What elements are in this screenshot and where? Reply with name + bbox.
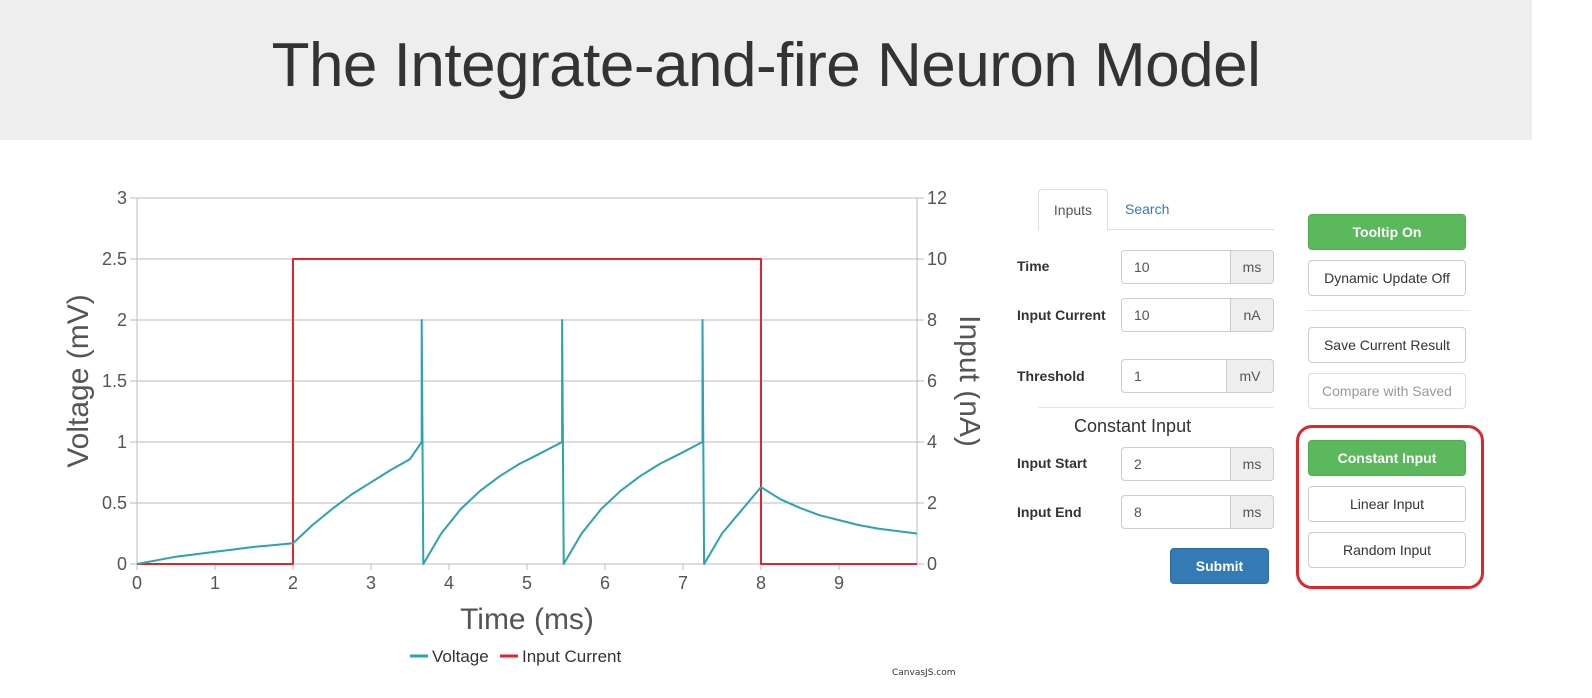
input-start-unit: ms <box>1231 447 1274 481</box>
input-start-input[interactable]: 2 <box>1121 447 1231 481</box>
time-unit: ms <box>1231 250 1274 284</box>
legend-label-current: Input Current <box>522 647 621 666</box>
threshold-input[interactable]: 1 <box>1121 359 1227 393</box>
y-tick-label: 3 <box>117 188 127 208</box>
y2-tick-label: 0 <box>927 554 937 574</box>
section-title: Constant Input <box>1074 416 1192 436</box>
compare-saved-button[interactable]: Compare with Saved <box>1308 373 1466 409</box>
voltage-line <box>136 319 918 565</box>
controls-divider <box>1306 310 1470 311</box>
y-tick-label: 0 <box>117 554 127 574</box>
y2-tick-label: 6 <box>927 371 937 391</box>
input-end-group: 8 ms <box>1121 495 1274 529</box>
input-end-unit: ms <box>1231 495 1274 529</box>
time-input[interactable]: 10 <box>1121 250 1231 284</box>
linear-input-button[interactable]: Linear Input <box>1308 486 1466 522</box>
x-tick-label: 6 <box>600 573 610 593</box>
y2-tick-label: 4 <box>927 432 937 452</box>
threshold-unit: mV <box>1227 359 1274 393</box>
input-start-label: Input Start <box>1017 455 1087 471</box>
input-start-group: 2 ms <box>1121 447 1274 481</box>
chart-credit[interactable]: CanvasJS.com <box>892 668 956 678</box>
x-tick-label: 3 <box>366 573 376 593</box>
x-tick-label: 9 <box>834 573 844 593</box>
x-tick-label: 4 <box>444 573 454 593</box>
x-axis-title: Time (ms) <box>460 603 594 636</box>
y2-tick-label: 2 <box>927 493 937 513</box>
input-end-input[interactable]: 8 <box>1121 495 1231 529</box>
y-tick-label: 1 <box>117 432 127 452</box>
y-tick-label: 2.5 <box>102 249 127 269</box>
tab-search[interactable]: Search <box>1125 201 1170 217</box>
x-tick-label: 1 <box>210 573 220 593</box>
x-tick-label: 5 <box>522 573 532 593</box>
y-tick-label: 0.5 <box>102 493 127 513</box>
input-current-input[interactable]: 10 <box>1121 298 1231 332</box>
page-title: The Integrate-and-fire Neuron Model <box>271 31 1261 100</box>
tooltip-toggle-button[interactable]: Tooltip On <box>1308 214 1466 250</box>
time-input-group: 10 ms <box>1121 250 1274 284</box>
highlight-box <box>1296 425 1484 589</box>
x-tick-label: 0 <box>132 573 142 593</box>
constant-input-button[interactable]: Constant Input <box>1308 440 1466 476</box>
input-current-group: 10 nA <box>1121 298 1274 332</box>
y-axis-title: Voltage (mV) <box>62 294 95 467</box>
input-current-label: Input Current <box>1017 307 1106 323</box>
y2-tick-label: 8 <box>927 310 937 330</box>
y-tick-label: 1.5 <box>102 371 127 391</box>
input-current-unit: nA <box>1231 298 1274 332</box>
tab-bar: Inputs Search <box>1038 189 1274 231</box>
random-input-button[interactable]: Random Input <box>1308 532 1466 568</box>
y2-tick-label: 10 <box>927 249 947 269</box>
dynamic-update-button[interactable]: Dynamic Update Off <box>1308 260 1466 296</box>
neuron-chart[interactable]: 0 0.5 1 1.5 2 2.5 3 0 2 4 6 8 10 12 0 1 2 3 4 5 6 7 8 9 Time (ms… <box>50 170 980 690</box>
input-end-label: Input End <box>1017 504 1082 520</box>
input-current-line <box>137 258 917 565</box>
y2-axis-title: Input (nA) <box>953 315 980 447</box>
page-header: The Integrate-and-fire Neuron Model <box>0 0 1532 140</box>
threshold-label: Threshold <box>1017 368 1085 384</box>
x-tick-label: 8 <box>756 573 766 593</box>
x-tick-label: 2 <box>288 573 298 593</box>
time-label: Time <box>1017 258 1050 274</box>
y-tick-label: 2 <box>117 310 127 330</box>
threshold-input-group: 1 mV <box>1121 359 1274 393</box>
legend-label-voltage: Voltage <box>432 647 489 666</box>
x-tick-label: 7 <box>678 573 688 593</box>
y2-tick-label: 12 <box>927 188 947 208</box>
save-result-button[interactable]: Save Current Result <box>1308 327 1466 363</box>
submit-button[interactable]: Submit <box>1170 548 1269 584</box>
tab-inputs[interactable]: Inputs <box>1038 189 1108 231</box>
form-divider <box>1038 407 1274 408</box>
